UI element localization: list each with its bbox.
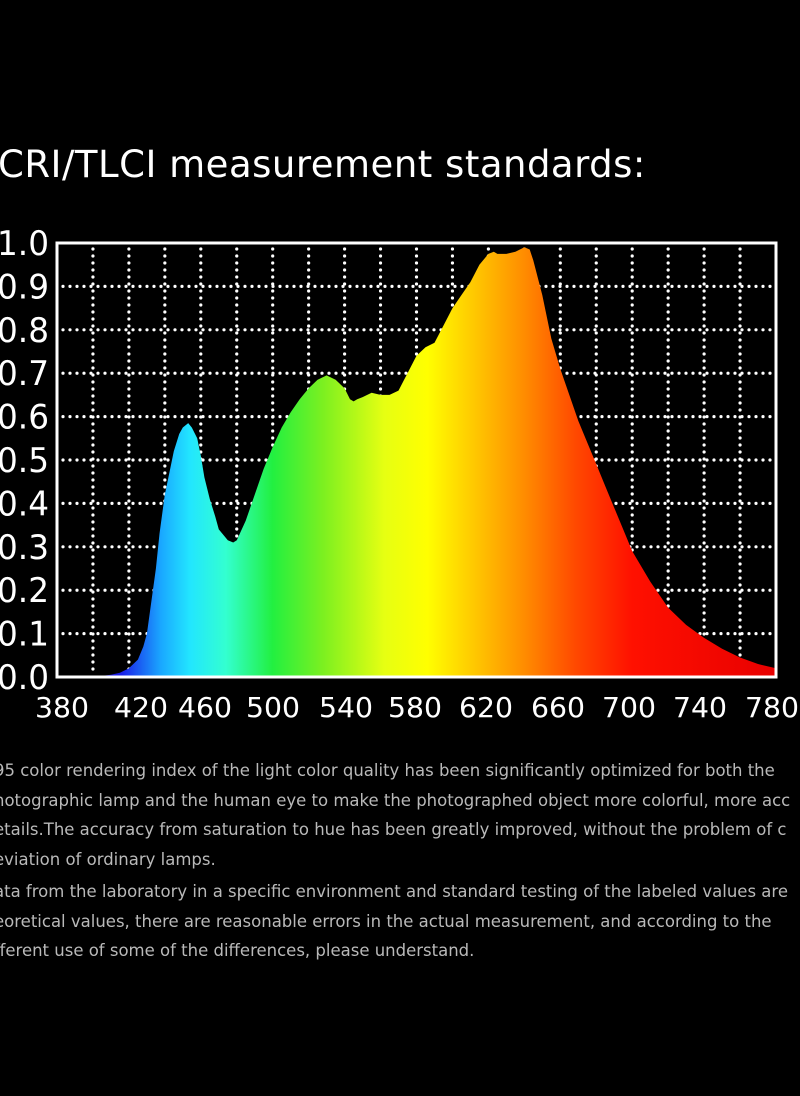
y-tick-label: 0.2	[0, 571, 49, 611]
x-tick-label: 420	[114, 691, 168, 724]
y-tick-label: 1.0	[0, 224, 49, 264]
spectrum-area	[57, 247, 776, 678]
y-tick-label: 0.7	[0, 354, 49, 394]
paragraph-line: eoretical values, there are reasonable e…	[0, 911, 772, 931]
y-tick-label: 0.8	[0, 311, 49, 351]
y-tick-label: 0.1	[0, 615, 49, 655]
x-tick-label: 460	[178, 691, 232, 724]
description-paragraph: 95 color rendering index of the light co…	[0, 756, 800, 874]
paragraph-line: hotographic lamp and the human eye to ma…	[0, 790, 791, 810]
x-tick-label: 740	[673, 691, 727, 724]
paragraph-line: 95 color rendering index of the light co…	[0, 761, 775, 780]
y-tick-label: 0.0	[0, 658, 49, 698]
x-tick-label: 580	[388, 691, 442, 724]
y-tick-label: 0.3	[0, 528, 49, 568]
x-tick-label: 620	[459, 691, 513, 724]
disclaimer-paragraph: ata from the laboratory in a specific en…	[0, 877, 800, 966]
x-tick-labels: 380 420 460 500 540 580 620 660 700 740 780	[35, 691, 799, 724]
x-tick-label: 660	[531, 691, 585, 724]
paragraph-line: eviation of ordinary lamps.	[0, 849, 216, 869]
x-tick-label: 540	[319, 691, 373, 724]
page-title: CRI/TLCI measurement standards:	[0, 143, 646, 186]
x-tick-label: 500	[246, 691, 300, 724]
x-tick-label: 780	[745, 691, 799, 724]
spectrum-chart: 0.00.10.20.30.40.50.60.70.80.91.0 380 420…	[0, 224, 799, 724]
paragraph-line: etails.The accuracy from saturation to h…	[0, 820, 787, 839]
y-tick-label: 0.5	[0, 441, 49, 481]
y-tick-label: 0.6	[0, 398, 49, 438]
paragraph-line: fferent use of some of the differences, …	[0, 941, 475, 960]
x-tick-label: 700	[602, 691, 656, 724]
paragraph-line: ata from the laboratory in a specific en…	[0, 882, 788, 901]
y-tick-label: 0.4	[0, 484, 49, 524]
plot-frame	[55, 241, 778, 679]
x-tick-label: 380	[35, 691, 89, 724]
y-tick-labels: 0.00.10.20.30.40.50.60.70.80.91.0	[0, 224, 49, 698]
y-tick-label: 0.9	[0, 267, 49, 307]
